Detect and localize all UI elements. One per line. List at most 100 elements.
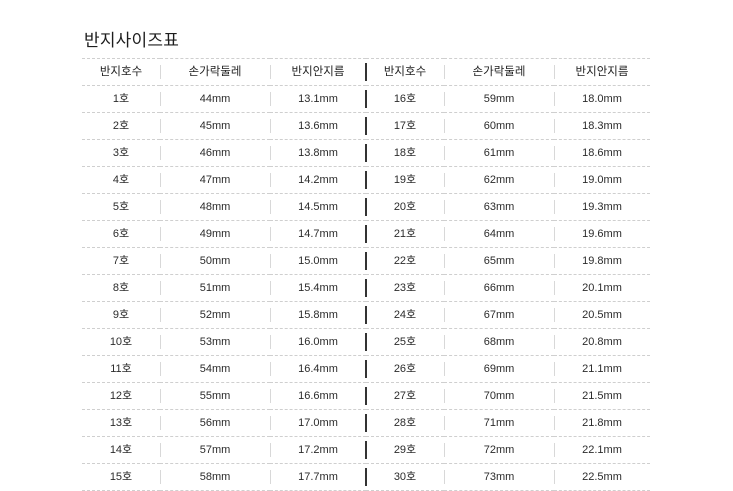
cell-ring-no-left: 8호 [82, 274, 160, 302]
cell-ring-inner-diameter-left: 15.4mm [270, 274, 366, 302]
table-row: 2호 45mm 13.6mm 17호 60mm 18.3mm [82, 112, 650, 140]
table-row: 14호 57mm 17.2mm 29호 72mm 22.1mm [82, 436, 650, 464]
cell-ring-no-left: 4호 [82, 166, 160, 194]
cell-finger-circumference-right: 66mm [444, 274, 554, 302]
cell-ring-no-right: 25호 [365, 328, 444, 356]
cell-ring-inner-diameter-right: 21.8mm [554, 409, 650, 437]
cell-ring-inner-diameter-left: 13.1mm [270, 85, 366, 113]
table-row: 4호 47mm 14.2mm 19호 62mm 19.0mm [82, 166, 650, 194]
cell-ring-no-left: 1호 [82, 85, 160, 113]
column-header-finger-circumference-right: 손가락둘레 [444, 58, 554, 86]
cell-ring-no-left: 10호 [82, 328, 160, 356]
cell-finger-circumference-right: 64mm [444, 220, 554, 248]
table-body: 1호 44mm 13.1mm 16호 59mm 18.0mm 2호 45mm 13.6mm 17호… [82, 85, 650, 491]
cell-finger-circumference-right: 68mm [444, 328, 554, 356]
cell-finger-circumference-left: 56mm [160, 409, 270, 437]
cell-ring-no-right: 19호 [365, 166, 444, 194]
column-header-ring-no-left: 반지호수 [82, 58, 160, 86]
cell-ring-inner-diameter-right: 18.6mm [554, 139, 650, 167]
cell-ring-inner-diameter-right: 19.8mm [554, 247, 650, 275]
table-row: 13호 56mm 17.0mm 28호 71mm 21.8mm [82, 409, 650, 437]
cell-finger-circumference-right: 61mm [444, 139, 554, 167]
cell-ring-inner-diameter-left: 16.4mm [270, 355, 366, 383]
cell-finger-circumference-left: 53mm [160, 328, 270, 356]
cell-ring-inner-diameter-right: 19.3mm [554, 193, 650, 221]
cell-finger-circumference-right: 73mm [444, 463, 554, 491]
cell-ring-inner-diameter-right: 20.8mm [554, 328, 650, 356]
cell-ring-no-right: 29호 [365, 436, 444, 464]
cell-ring-no-right: 20호 [365, 193, 444, 221]
cell-ring-inner-diameter-left: 14.2mm [270, 166, 366, 194]
size-table-container: 반지호수 손가락둘레 반지안지름 반지호수 손가락둘레 반지안지름 1호 44mm… [82, 58, 650, 491]
cell-ring-no-right: 17호 [365, 112, 444, 140]
table-row: 1호 44mm 13.1mm 16호 59mm 18.0mm [82, 85, 650, 113]
cell-ring-inner-diameter-right: 20.5mm [554, 301, 650, 329]
cell-ring-no-right: 21호 [365, 220, 444, 248]
cell-ring-inner-diameter-right: 22.5mm [554, 463, 650, 491]
cell-finger-circumference-right: 69mm [444, 355, 554, 383]
cell-finger-circumference-left: 45mm [160, 112, 270, 140]
cell-ring-no-right: 28호 [365, 409, 444, 437]
cell-ring-no-left: 7호 [82, 247, 160, 275]
column-header-ring-inner-diameter-right: 반지안지름 [554, 58, 650, 86]
table-row: 9호 52mm 15.8mm 24호 67mm 20.5mm [82, 301, 650, 329]
cell-ring-inner-diameter-left: 13.6mm [270, 112, 366, 140]
cell-finger-circumference-right: 72mm [444, 436, 554, 464]
cell-ring-no-right: 16호 [365, 85, 444, 113]
table-row: 6호 49mm 14.7mm 21호 64mm 19.6mm [82, 220, 650, 248]
cell-ring-inner-diameter-right: 22.1mm [554, 436, 650, 464]
cell-ring-no-left: 5호 [82, 193, 160, 221]
table-row: 11호 54mm 16.4mm 26호 69mm 21.1mm [82, 355, 650, 383]
cell-finger-circumference-left: 50mm [160, 247, 270, 275]
cell-ring-no-right: 24호 [365, 301, 444, 329]
cell-finger-circumference-right: 59mm [444, 85, 554, 113]
cell-ring-inner-diameter-left: 17.2mm [270, 436, 366, 464]
cell-ring-inner-diameter-left: 13.8mm [270, 139, 366, 167]
cell-ring-no-left: 11호 [82, 355, 160, 383]
cell-finger-circumference-left: 54mm [160, 355, 270, 383]
cell-ring-inner-diameter-right: 21.5mm [554, 382, 650, 410]
cell-ring-inner-diameter-right: 21.1mm [554, 355, 650, 383]
cell-ring-no-left: 13호 [82, 409, 160, 437]
cell-finger-circumference-left: 47mm [160, 166, 270, 194]
cell-ring-inner-diameter-left: 17.7mm [270, 463, 366, 491]
cell-ring-inner-diameter-left: 16.0mm [270, 328, 366, 356]
cell-ring-no-right: 26호 [365, 355, 444, 383]
cell-ring-inner-diameter-left: 16.6mm [270, 382, 366, 410]
cell-ring-no-right: 30호 [365, 463, 444, 491]
table-header: 반지호수 손가락둘레 반지안지름 반지호수 손가락둘레 반지안지름 [82, 58, 650, 86]
column-header-finger-circumference-left: 손가락둘레 [160, 58, 270, 86]
cell-finger-circumference-right: 67mm [444, 301, 554, 329]
cell-finger-circumference-left: 44mm [160, 85, 270, 113]
cell-ring-no-left: 12호 [82, 382, 160, 410]
table-row: 5호 48mm 14.5mm 20호 63mm 19.3mm [82, 193, 650, 221]
cell-finger-circumference-right: 70mm [444, 382, 554, 410]
table-row: 12호 55mm 16.6mm 27호 70mm 21.5mm [82, 382, 650, 410]
cell-ring-no-right: 18호 [365, 139, 444, 167]
cell-ring-no-left: 15호 [82, 463, 160, 491]
cell-ring-inner-diameter-right: 18.3mm [554, 112, 650, 140]
cell-finger-circumference-right: 71mm [444, 409, 554, 437]
cell-ring-no-right: 23호 [365, 274, 444, 302]
cell-ring-no-left: 3호 [82, 139, 160, 167]
cell-finger-circumference-right: 62mm [444, 166, 554, 194]
ring-size-table: 반지호수 손가락둘레 반지안지름 반지호수 손가락둘레 반지안지름 1호 44mm… [82, 58, 650, 491]
page-title: 반지사이즈표 [84, 31, 180, 50]
cell-ring-inner-diameter-left: 15.8mm [270, 301, 366, 329]
cell-ring-inner-diameter-right: 19.6mm [554, 220, 650, 248]
table-row: 10호 53mm 16.0mm 25호 68mm 20.8mm [82, 328, 650, 356]
cell-ring-inner-diameter-left: 14.7mm [270, 220, 366, 248]
cell-finger-circumference-right: 65mm [444, 247, 554, 275]
cell-finger-circumference-left: 55mm [160, 382, 270, 410]
cell-finger-circumference-left: 52mm [160, 301, 270, 329]
cell-finger-circumference-right: 60mm [444, 112, 554, 140]
cell-ring-no-left: 14호 [82, 436, 160, 464]
column-header-ring-inner-diameter-left: 반지안지름 [270, 58, 366, 86]
cell-finger-circumference-right: 63mm [444, 193, 554, 221]
cell-finger-circumference-left: 51mm [160, 274, 270, 302]
cell-finger-circumference-left: 58mm [160, 463, 270, 491]
table-row: 7호 50mm 15.0mm 22호 65mm 19.8mm [82, 247, 650, 275]
cell-ring-inner-diameter-left: 17.0mm [270, 409, 366, 437]
cell-ring-no-left: 6호 [82, 220, 160, 248]
